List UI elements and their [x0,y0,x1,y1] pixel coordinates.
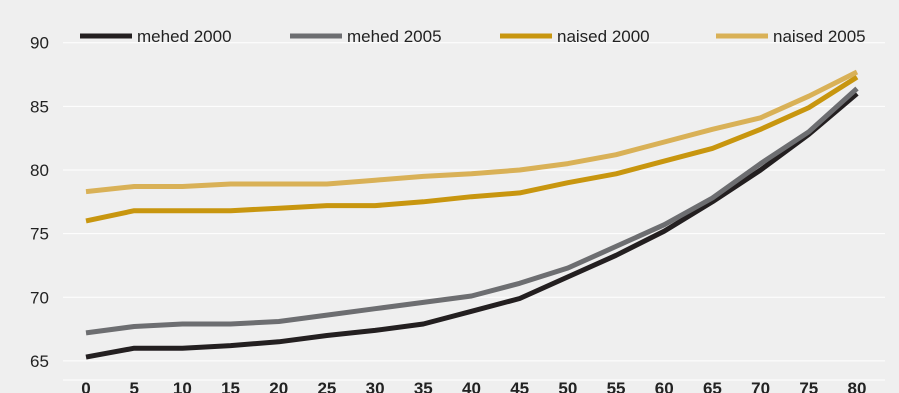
series-line-naised-2005 [85,69,859,195]
legend-label: naised 2000 [557,27,650,46]
grid-lines [63,42,885,381]
series-line-mehed-2000 [85,91,859,360]
legend-label: naised 2005 [773,27,866,46]
y-tick-label: 90 [30,34,49,53]
x-tick-label: 50 [558,379,577,393]
x-axis: 0 5 10 15 20 25 30 35 40 45 50 55 60 65 70 75 80 [81,379,866,393]
x-tick-label: 70 [751,379,770,393]
legend: mehed 2000 mehed 2005 naised 2000 naised 20… [80,27,866,46]
x-tick-label: 45 [510,379,529,393]
y-tick-label: 75 [30,225,49,244]
x-tick-label: 5 [129,379,138,393]
legend-label: mehed 2005 [347,27,442,46]
x-tick-label: 40 [462,379,481,393]
x-tick-label: 60 [655,379,674,393]
x-tick-label: 80 [848,379,867,393]
x-tick-label: 0 [81,379,90,393]
x-tick-label: 65 [703,379,722,393]
y-tick-label: 70 [30,288,49,307]
series-line-mehed-2005 [85,86,859,336]
y-axis: 65 70 75 80 85 90 [30,34,49,371]
series-lines [85,69,859,360]
x-tick-label: 25 [317,379,336,393]
y-tick-label: 65 [30,352,49,371]
x-tick-label: 15 [221,379,240,393]
x-tick-label: 10 [173,379,192,393]
y-tick-label: 85 [30,97,49,116]
x-tick-label: 30 [366,379,385,393]
x-tick-label: 35 [414,379,433,393]
legend-label: mehed 2000 [137,27,232,46]
x-tick-label: 75 [799,379,818,393]
series-line-naised-2000 [85,74,859,224]
x-tick-label: 55 [607,379,626,393]
x-tick-label: 20 [269,379,288,393]
y-tick-label: 80 [30,161,49,180]
